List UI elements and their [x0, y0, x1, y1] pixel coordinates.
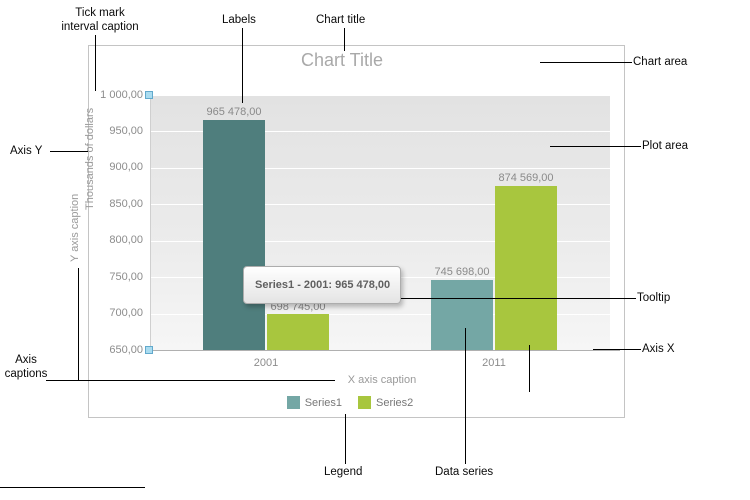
annotation-chart-area: Chart area: [633, 56, 688, 68]
y-axis-caption: Y axis caption: [69, 193, 81, 263]
gridline: [150, 95, 610, 96]
bottom-rule: [0, 487, 145, 488]
axis-handle-top[interactable]: [145, 91, 153, 99]
annotation-plot-area: Plot area: [642, 140, 689, 152]
bar-series2-2011[interactable]: [495, 186, 557, 350]
y-axis-unit-caption: Thousands of dollars: [84, 107, 96, 211]
callout-line-data-series-1: [465, 328, 466, 464]
chart-title-text: Chart Title: [300, 50, 384, 70]
gridline: [150, 168, 610, 169]
annotation-axis-captions: Axis captions: [4, 354, 48, 380]
legend-label: Series1: [304, 396, 342, 409]
callout-line-data-series-2: [529, 345, 530, 392]
annotation-data-series: Data series: [435, 466, 494, 478]
gridline: [150, 131, 610, 132]
callout-line-axis-y: [50, 151, 88, 152]
bar-series2-2001[interactable]: [267, 314, 329, 350]
data-label-series2-2001: 698 745,00: [270, 301, 326, 313]
axis-handle-bottom[interactable]: [145, 346, 153, 354]
y-tick-label: 700,00: [109, 307, 143, 319]
callout-line-chart-area: [540, 62, 632, 63]
data-label-series1-2011: 745 698,00: [434, 266, 490, 278]
callout-line-axis-captions: [46, 380, 335, 381]
x-tick-label-2001: 2001: [253, 357, 279, 369]
data-label-series1-2001: 965 478,00: [206, 106, 262, 118]
gridline: [150, 314, 610, 315]
gridline: [150, 241, 610, 242]
legend: Series1 Series2: [150, 396, 550, 409]
series2-swatch-icon: [358, 396, 371, 409]
annotation-chart-title: Chart title: [316, 14, 366, 26]
bar-series1-2001[interactable]: [203, 120, 265, 350]
annotation-axis-x: Axis X: [642, 343, 675, 355]
annotation-legend: Legend: [324, 466, 363, 478]
callout-line-tick-mark: [95, 35, 96, 91]
callout-line-axis-captions-branch: [78, 268, 79, 381]
callout-line-chart-title: [344, 28, 345, 51]
legend-item-series1[interactable]: Series1: [286, 396, 342, 409]
gridline: [150, 204, 610, 205]
tooltip-text: Series1 - 2001: 965 478,00: [255, 279, 391, 291]
legend-item-series2[interactable]: Series2: [358, 396, 413, 409]
y-tick-label: 1 000,00: [100, 89, 143, 101]
callout-line-axis-x: [593, 349, 641, 350]
tooltip: Series1 - 2001: 965 478,00: [243, 266, 401, 304]
y-tick-label: 750,00: [109, 271, 143, 283]
bar-series1-2011[interactable]: [431, 280, 493, 350]
callout-line-labels: [242, 28, 243, 103]
x-axis-caption: X axis caption: [347, 374, 417, 386]
y-tick-label: 850,00: [109, 198, 143, 210]
plot-area: [150, 95, 610, 350]
callout-line-plot-area: [550, 146, 641, 147]
callout-line-tooltip: [401, 298, 636, 299]
y-tick-label: 650,00: [109, 344, 143, 356]
callout-line-legend: [345, 414, 346, 464]
annotation-labels: Labels: [222, 14, 256, 26]
y-tick-label: 950,00: [109, 125, 143, 137]
y-tick-label: 800,00: [109, 234, 143, 246]
x-tick-label-2011: 2011: [482, 357, 506, 369]
y-axis-line: [150, 95, 151, 350]
series1-swatch-icon: [286, 396, 300, 409]
annotation-axis-y: Axis Y: [10, 145, 43, 157]
y-tick-label: 900,00: [109, 161, 143, 173]
data-label-series2-2011: 874 569,00: [498, 172, 554, 184]
annotation-tooltip: Tooltip: [637, 292, 671, 304]
annotation-tick-mark-interval-caption: Tick mark interval caption: [61, 7, 139, 33]
legend-label: Series2: [376, 396, 414, 409]
x-axis-line: [150, 350, 620, 351]
